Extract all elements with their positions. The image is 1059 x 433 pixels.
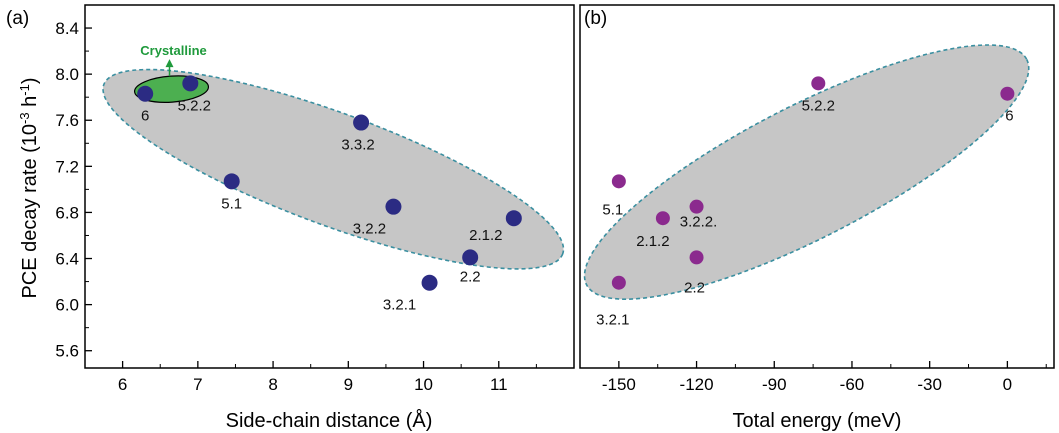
point-label: 3.2.2: [353, 221, 386, 238]
point-label: 2.1.2: [636, 233, 669, 250]
x-tick-label: 11: [490, 375, 508, 394]
x-tick-label: 6: [118, 375, 127, 394]
y-tick-label: 8.4: [55, 19, 79, 38]
panel-a-x-axis-title: Side-chain distance (Å): [226, 409, 433, 432]
data-point: [505, 210, 522, 227]
panel-a-x-axis-ticks: 6 7 8 9 10 11: [118, 361, 537, 394]
panel-b-points: [611, 76, 1015, 290]
data-point: [137, 85, 154, 102]
point-label: 3.2.2.: [680, 214, 718, 231]
cluster-ellipse: [583, 44, 1030, 300]
point-label: 2.2: [460, 268, 481, 285]
x-tick-label: -90: [762, 375, 787, 394]
data-point: [689, 199, 704, 214]
point-label: 5.1: [602, 201, 623, 218]
crystalline-arrow-head: [165, 59, 174, 68]
panel-b-cluster-region: [583, 44, 1030, 300]
x-tick-label: -30: [917, 375, 942, 394]
data-point: [689, 250, 704, 265]
y-axis-title-sup1: -3: [17, 112, 32, 124]
y-tick-label: 6.8: [55, 203, 79, 222]
y-tick-label: 5.6: [55, 342, 79, 361]
point-label: 6: [141, 108, 149, 125]
point-label: 5.1: [221, 195, 242, 212]
data-point: [1000, 86, 1015, 101]
y-tick-label: 7.6: [55, 111, 79, 130]
panel-b: 5.2.2 6 5.1 2.1.2 3.2.2. 2.2 3.2.1 -150 -120 -90…: [579, 4, 1055, 432]
y-axis-title-main: PCE decay rate (10: [19, 124, 41, 299]
crystalline-annotation: Crystalline: [140, 43, 206, 58]
y-axis-title-mid: h: [19, 96, 41, 113]
data-point: [655, 211, 670, 226]
y-tick-label: 6.0: [55, 296, 79, 315]
x-tick-label: 7: [193, 375, 202, 394]
data-point: [811, 76, 826, 91]
y-tick-label: 6.4: [55, 250, 79, 269]
panel-b-label: (b): [584, 8, 607, 29]
cluster-ellipse: [102, 68, 565, 270]
y-tick-label: 8.0: [55, 65, 79, 84]
point-label: 2.1.2: [469, 227, 502, 244]
data-point: [462, 249, 479, 266]
data-point: [611, 174, 626, 189]
y-axis-ticks: 5.6 6.0 6.4 6.8 7.2 7.6 8.0 8.4: [55, 4, 92, 361]
panel-b-point-labels: 5.2.2 6 5.1 2.1.2 3.2.2. 2.2 3.2.1: [596, 97, 1013, 328]
panel-a-frame: [84, 4, 575, 369]
panel-b-frame: [579, 4, 1055, 369]
x-tick-label: 9: [344, 375, 353, 394]
panel-a-label: (a): [6, 8, 29, 29]
data-point: [385, 198, 402, 215]
panel-b-x-axis-title: Total energy (meV): [733, 410, 902, 432]
data-point: [421, 274, 438, 291]
panel-a-point-labels: 6 5.2.2 3.3.2 5.1 3.2.2 2.1.2 2.2 3.2.1: [141, 97, 502, 313]
data-point: [223, 173, 240, 190]
x-tick-label: -120: [680, 375, 714, 394]
data-point: [353, 114, 370, 131]
point-label: 3.3.2: [341, 137, 374, 154]
x-tick-label: -60: [840, 375, 865, 394]
x-tick-label: 10: [414, 375, 433, 394]
y-axis-title: PCE decay rate (10-3 h-1): [17, 77, 42, 298]
point-label: 5.2.2: [802, 97, 835, 114]
point-label: 3.2.1: [383, 297, 416, 314]
y-axis-title-sup2: -1: [17, 84, 32, 96]
data-point: [182, 75, 199, 92]
panel-b-x-axis-ticks: -150 -120 -90 -60 -30 0: [602, 361, 1047, 394]
y-axis-title-end: ): [19, 77, 41, 84]
y-tick-label: 7.2: [55, 157, 79, 176]
panel-a: Crystalline 6 5.2.2 3.3.2 5.1 3.2.2 2.1.2 2.2 3…: [6, 4, 575, 432]
point-label: 3.2.1: [596, 312, 629, 329]
data-point: [611, 275, 626, 290]
panel-a-cluster-region: [102, 68, 565, 270]
x-tick-label: 8: [268, 375, 277, 394]
point-label: 6: [1005, 108, 1013, 125]
panel-a-points: [137, 75, 522, 291]
x-tick-label: -150: [602, 375, 636, 394]
point-label: 2.2: [684, 279, 705, 296]
x-tick-label: 0: [1003, 375, 1012, 394]
point-label: 5.2.2: [178, 97, 211, 114]
